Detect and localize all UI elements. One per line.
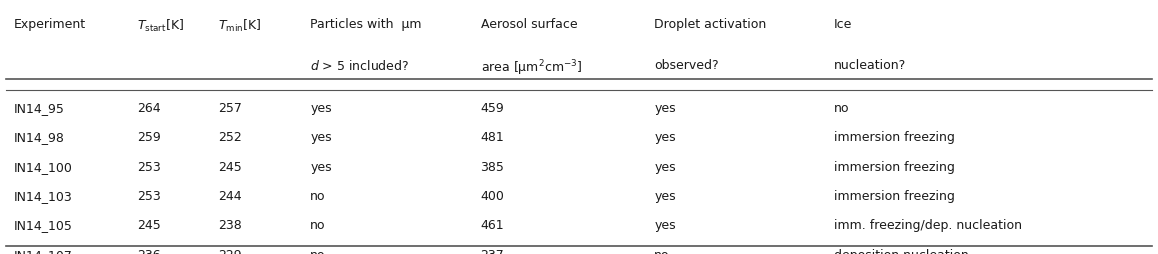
Text: $T_\mathregular{start}$[K]: $T_\mathregular{start}$[K] xyxy=(137,18,184,34)
Text: Aerosol surface: Aerosol surface xyxy=(481,18,577,31)
Text: yes: yes xyxy=(310,102,332,115)
Text: Particles with  μm: Particles with μm xyxy=(310,18,422,31)
Text: yes: yes xyxy=(654,131,676,144)
Text: immersion freezing: immersion freezing xyxy=(834,160,954,173)
Text: Experiment: Experiment xyxy=(14,18,86,31)
Text: 264: 264 xyxy=(137,102,160,115)
Text: IN14_103: IN14_103 xyxy=(14,189,73,202)
Text: yes: yes xyxy=(654,189,676,202)
Text: $T_\mathregular{min}$[K]: $T_\mathregular{min}$[K] xyxy=(218,18,261,34)
Text: no: no xyxy=(310,189,325,202)
Text: 252: 252 xyxy=(218,131,242,144)
Text: 461: 461 xyxy=(481,218,504,231)
Text: nucleation?: nucleation? xyxy=(834,58,906,71)
Text: IN14_105: IN14_105 xyxy=(14,218,73,231)
Text: 257: 257 xyxy=(218,102,242,115)
Text: deposition nucleation: deposition nucleation xyxy=(834,248,968,254)
Text: IN14_95: IN14_95 xyxy=(14,102,65,115)
Text: area [μm$^2$cm$^{-3}$]: area [μm$^2$cm$^{-3}$] xyxy=(481,58,582,78)
Text: no: no xyxy=(654,248,669,254)
Text: 259: 259 xyxy=(137,131,161,144)
Text: no: no xyxy=(834,102,849,115)
Text: 385: 385 xyxy=(481,160,505,173)
Text: 245: 245 xyxy=(218,160,242,173)
Text: no: no xyxy=(310,248,325,254)
Text: yes: yes xyxy=(310,131,332,144)
Text: 459: 459 xyxy=(481,102,505,115)
Text: Droplet activation: Droplet activation xyxy=(654,18,767,31)
Text: 245: 245 xyxy=(137,218,161,231)
Text: yes: yes xyxy=(654,102,676,115)
Text: observed?: observed? xyxy=(654,58,719,71)
Text: yes: yes xyxy=(654,160,676,173)
Text: no: no xyxy=(310,218,325,231)
Text: immersion freezing: immersion freezing xyxy=(834,189,954,202)
Text: 253: 253 xyxy=(137,189,161,202)
Text: IN14_98: IN14_98 xyxy=(14,131,65,144)
Text: imm. freezing/dep. nucleation: imm. freezing/dep. nucleation xyxy=(834,218,1021,231)
Text: immersion freezing: immersion freezing xyxy=(834,131,954,144)
Text: yes: yes xyxy=(654,218,676,231)
Text: 253: 253 xyxy=(137,160,161,173)
Text: IN14_100: IN14_100 xyxy=(14,160,73,173)
Text: 244: 244 xyxy=(218,189,241,202)
Text: 238: 238 xyxy=(218,218,242,231)
Text: Ice: Ice xyxy=(834,18,852,31)
Text: yes: yes xyxy=(310,160,332,173)
Text: 481: 481 xyxy=(481,131,505,144)
Text: 237: 237 xyxy=(481,248,505,254)
Text: $d$ > 5 included?: $d$ > 5 included? xyxy=(310,58,410,72)
Text: 400: 400 xyxy=(481,189,505,202)
Text: 236: 236 xyxy=(137,248,160,254)
Text: 229: 229 xyxy=(218,248,241,254)
Text: IN14_107: IN14_107 xyxy=(14,248,73,254)
